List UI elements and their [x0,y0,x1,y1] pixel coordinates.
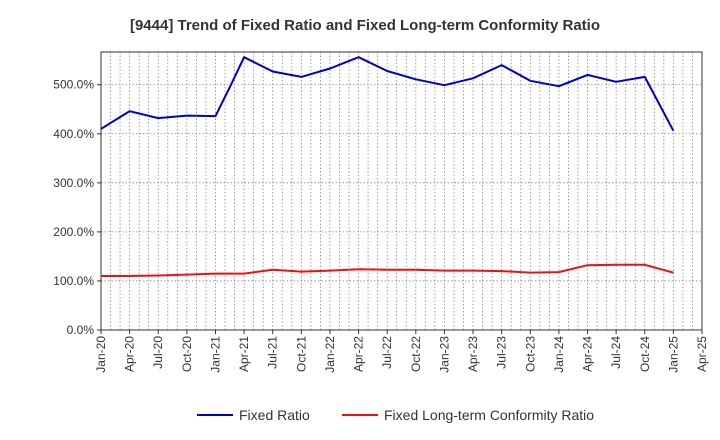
x-tick-label: Apr-23 [466,336,480,372]
y-tick-label: 400.0% [53,127,94,141]
x-tick-label: Oct-23 [523,336,537,372]
series-line-1 [100,56,675,132]
x-tick-label: Jan-25 [666,336,680,373]
y-tick-label: 0.0% [67,323,95,337]
x-tick-label: Jan-24 [552,336,566,373]
x-tick-label: Apr-24 [581,336,595,372]
x-tick-label: Jul-21 [266,336,280,369]
axis-layer: 0.0% 100.0% 200.0% 300.0% 400.0% 500.0% Jan-20… [53,51,709,373]
x-tick-label: Oct-21 [294,336,308,372]
x-tick-label: Apr-25 [695,336,709,372]
x-tick-label: Oct-20 [180,336,194,372]
x-tick-label: Jan-22 [323,336,337,373]
x-tick-label: Jan-23 [437,336,451,373]
x-tick-label: Jul-20 [151,336,165,369]
x-tick-label: Jul-23 [495,336,509,369]
legend-label-1: Fixed Ratio [239,407,310,423]
series-line-2 [101,263,674,277]
y-tick-label: 200.0% [53,225,94,239]
series-layer [100,56,675,277]
x-tick-label: Oct-22 [409,336,423,372]
legend-label-2: Fixed Long-term Conformity Ratio [384,407,594,423]
y-tick-label: 500.0% [53,78,94,92]
x-tick-label: Apr-20 [123,336,137,372]
x-tick-label: Jan-21 [208,336,222,373]
plot-frame [100,51,703,331]
x-tick-label: Jul-24 [609,336,623,369]
x-tick-label: Apr-21 [237,336,251,372]
y-tick-label: 100.0% [53,274,94,288]
y-tick-label: 300.0% [53,176,94,190]
x-tick-label: Oct-24 [638,336,652,372]
x-tick-label: Jul-22 [380,336,394,369]
chart-title: [9444] Trend of Fixed Ratio and Fixed Lo… [130,17,600,34]
x-tick-label: Jan-20 [94,336,108,373]
x-tick-label: Apr-22 [352,336,366,372]
grid-layer [101,52,702,330]
legend: Fixed Ratio Fixed Long-term Conformity Ra… [197,407,594,423]
